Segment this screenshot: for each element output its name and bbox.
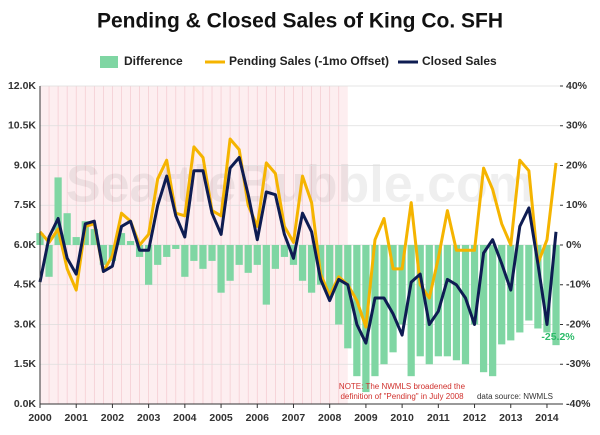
y2-tick-label: -30%: [566, 358, 591, 370]
bar: [253, 245, 261, 265]
bar: [398, 245, 406, 325]
bar: [63, 213, 71, 245]
y-tick-label: 1.5K: [14, 358, 37, 370]
bar: [416, 245, 424, 357]
bar: [344, 245, 352, 349]
source: data source: NWMLS: [477, 392, 553, 401]
x-tick-label: 2014: [535, 412, 559, 424]
bar: [172, 245, 180, 249]
x-tick-label: 2012: [463, 412, 487, 424]
bar: [498, 245, 506, 345]
y-tick-label: 10.5K: [8, 120, 36, 132]
bar: [54, 177, 62, 245]
bar: [507, 245, 515, 341]
y-tick-label: 7.5K: [14, 199, 37, 211]
y-tick-label: 3.0K: [14, 318, 37, 330]
bar: [470, 245, 479, 325]
bar: [335, 245, 343, 325]
bar: [389, 245, 397, 353]
bar: [452, 245, 461, 361]
y2-tick-label: -20%: [566, 318, 591, 330]
bar: [208, 245, 216, 261]
x-tick-label: 2007: [282, 412, 306, 424]
x-tick-label: 2004: [173, 412, 197, 424]
bar: [298, 245, 307, 281]
y2-tick-label: 40%: [566, 80, 588, 92]
x-tick-label: 2002: [101, 412, 125, 424]
bar: [271, 245, 279, 269]
y2-tick-label: 30%: [566, 120, 588, 132]
chart-title: Pending & Closed Sales of King Co. SFH: [97, 10, 503, 33]
bar: [145, 245, 153, 285]
bar: [552, 245, 560, 346]
bar: [307, 245, 316, 293]
data-label: -25.2%: [541, 331, 575, 343]
x-tick-label: 2013: [499, 412, 523, 424]
legend-label: Closed Sales: [422, 54, 497, 68]
x-tick-label: 2006: [246, 412, 270, 424]
bar: [117, 233, 126, 245]
x-tick-label: 2001: [65, 412, 89, 424]
line: [38, 156, 558, 345]
bar: [479, 245, 488, 373]
x-tick-label: 2009: [354, 412, 378, 424]
legend-swatch: [100, 56, 118, 68]
bar: [244, 245, 252, 273]
x-tick-label: 2008: [318, 412, 342, 424]
bar: [163, 245, 171, 257]
bar: [534, 245, 542, 329]
y2-tick-label: -10%: [566, 279, 591, 291]
bar: [326, 245, 334, 293]
bar: [226, 245, 234, 281]
x-tick-label: 2000: [28, 412, 52, 424]
y-tick-label: 12.0K: [8, 80, 36, 92]
bar: [489, 245, 497, 377]
bar: [280, 245, 289, 257]
bar: [371, 245, 379, 377]
bar: [380, 245, 388, 365]
note: NOTE: The NWMLS broadened the: [339, 382, 466, 391]
bar: [126, 241, 135, 245]
bar: [217, 245, 225, 293]
bar: [461, 245, 470, 365]
note: definition of "Pending" in July 2008: [340, 392, 464, 401]
bar: [443, 245, 452, 357]
y2-tick-label: 0%: [566, 239, 582, 251]
x-tick-label: 2010: [390, 412, 414, 424]
bar: [434, 245, 442, 357]
y-tick-label: 4.5K: [14, 279, 37, 291]
bar: [525, 245, 533, 321]
bar: [199, 245, 207, 269]
x-tick-label: 2003: [137, 412, 161, 424]
y2-tick-label: 20%: [566, 159, 588, 171]
y2-tick-label: -40%: [566, 398, 591, 410]
bar: [45, 245, 53, 277]
bar: [235, 245, 243, 265]
y-tick-label: 9.0K: [14, 159, 37, 171]
bar: [543, 245, 551, 333]
x-tick-label: 2011: [427, 412, 450, 424]
bar: [425, 245, 433, 365]
bar: [407, 245, 415, 377]
bar: [181, 245, 189, 277]
y-tick-label: 0.0K: [14, 398, 37, 410]
x-tick-label: 2005: [209, 412, 233, 424]
bar: [190, 245, 198, 261]
legend-label: Difference: [124, 54, 183, 68]
bar: [353, 245, 361, 377]
bar: [99, 245, 107, 265]
y2-tick-label: 10%: [566, 199, 588, 211]
y-tick-label: 6.0K: [14, 239, 37, 251]
bar: [90, 229, 98, 245]
bar: [154, 245, 162, 265]
legend-label: Pending Sales (-1mo Offset): [229, 54, 389, 68]
bar: [516, 245, 524, 333]
bar: [262, 245, 270, 305]
bar: [72, 237, 80, 245]
line: [38, 137, 558, 329]
